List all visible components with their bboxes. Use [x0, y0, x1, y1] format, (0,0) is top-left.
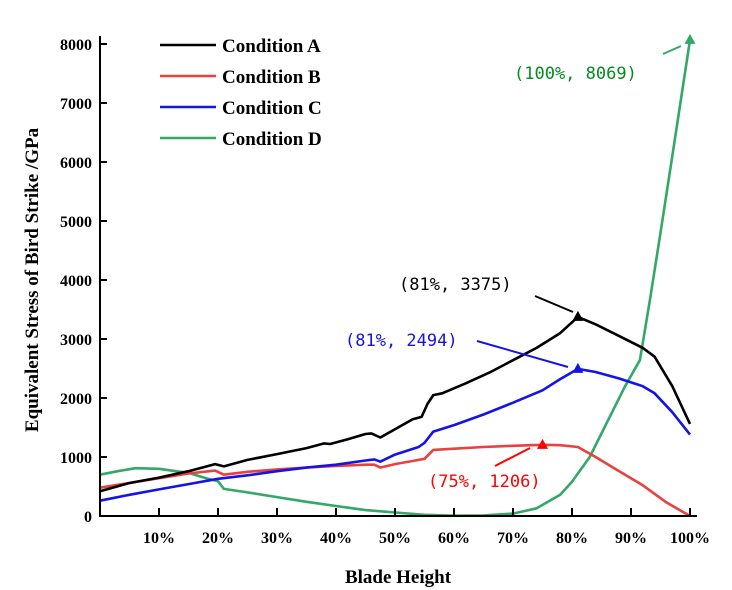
series-line-condition-d	[99, 39, 692, 517]
x-tick-label: 50%	[379, 530, 411, 547]
series-line-condition-b	[99, 443, 691, 518]
y-tick-label: 4000	[60, 273, 92, 290]
x-tick-label: 10%	[143, 530, 175, 547]
annotation-label: (75%, 1206)	[428, 472, 541, 492]
y-tick-label: 1000	[60, 450, 92, 467]
annotation-label: (81%, 3375)	[399, 275, 512, 295]
y-tick-label: 6000	[60, 155, 92, 172]
annotation-leader	[494, 447, 531, 467]
annotation-label: (100%, 8069)	[514, 64, 637, 84]
y-tick-label: 0	[84, 509, 92, 526]
annotation-leader	[662, 45, 682, 55]
x-tick-label: 70%	[497, 530, 529, 547]
annotation-leader	[534, 295, 574, 313]
peak-marker	[684, 33, 696, 44]
x-tick-label: 30%	[261, 530, 293, 547]
peak-marker	[572, 362, 584, 373]
x-tick-label: 40%	[320, 530, 352, 547]
peak-marker	[572, 310, 584, 321]
x-tick-label: 60%	[438, 530, 470, 547]
annotation-label: (81%, 2494)	[345, 331, 458, 351]
x-tick-label: 90%	[615, 530, 647, 547]
y-tick-label: 8000	[60, 37, 92, 54]
legend-label: Condition C	[222, 98, 322, 119]
series-line-condition-a	[99, 315, 692, 493]
legend-label: Condition B	[222, 67, 321, 88]
y-tick-label: 7000	[60, 96, 92, 113]
x-ticks: 10% 20% 30% 40% 50% 60% 70% 80% 90% 100%	[143, 508, 710, 547]
x-tick-label: 100%	[670, 530, 710, 547]
peak-marker	[537, 438, 548, 449]
series-line-condition-c	[99, 367, 692, 502]
legend-label: Condition D	[222, 129, 322, 150]
annotations: (81%, 3375) (81%, 2494) (75%, 1206) (100%, …	[345, 33, 696, 492]
y-axis-title: Equivalent Stress of Bird Strike /GPa	[22, 127, 43, 432]
x-tick-label: 80%	[556, 530, 588, 547]
y-ticks: 0 1000 2000 3000 4000 5000 6000 7000 8000	[60, 37, 107, 526]
legend: Condition A Condition B Condition C Conditi…	[160, 36, 322, 150]
y-tick-label: 5000	[60, 214, 92, 231]
x-tick-label: 20%	[202, 530, 234, 547]
x-axis-title: Blade Height	[345, 567, 452, 588]
axes	[99, 36, 697, 517]
annotation-leader	[476, 340, 569, 368]
legend-label: Condition A	[222, 36, 321, 57]
series-layer	[99, 39, 692, 518]
y-tick-label: 2000	[60, 391, 92, 408]
y-tick-label: 3000	[60, 332, 92, 349]
